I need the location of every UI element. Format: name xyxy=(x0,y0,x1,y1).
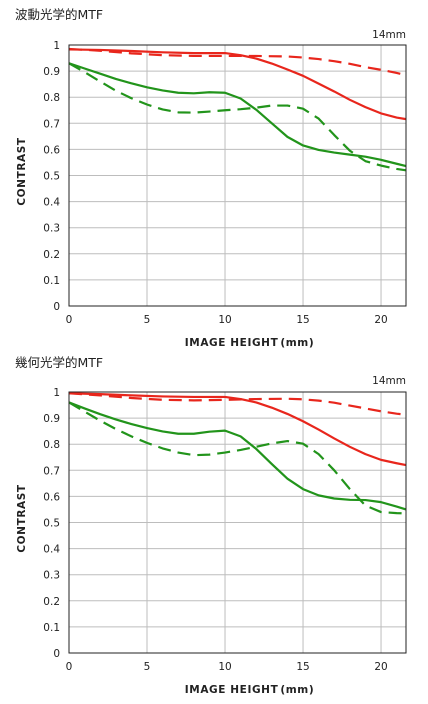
x-tick-label: 20 xyxy=(374,314,387,326)
focal-length-label: 14mm xyxy=(372,29,406,41)
series-line-2 xyxy=(68,47,407,77)
plot-frame xyxy=(68,391,407,654)
x-tick-label: 10 xyxy=(218,314,231,326)
y-tick-label: 0.2 xyxy=(43,249,60,261)
chart-title: 幾何光学的MTF xyxy=(15,355,103,370)
x-tick-label: 10 xyxy=(218,661,231,673)
y-tick-label: 0.6 xyxy=(43,144,60,156)
y-tick-label: 0.9 xyxy=(43,66,60,78)
x-axis-label-text: IMAGE HEIGHT xyxy=(185,684,279,696)
y-tick-label: 0 xyxy=(53,648,60,660)
focal-length-label: 14mm xyxy=(372,375,406,387)
x-axis-label-unit: (mm) xyxy=(280,337,314,349)
y-tick-label: 0.2 xyxy=(43,596,60,608)
series-line-2 xyxy=(68,392,407,416)
series-line-4 xyxy=(68,62,407,172)
chart-wave-optical-mtf: 波動光学的MTF 14mm 0 0.1 0.2 0.3 0.4 0.5 0.6 0.7 0.8 0… xyxy=(15,7,407,349)
series-line-4 xyxy=(68,401,407,515)
x-tick-label: 5 xyxy=(144,661,151,673)
y-tick-label: 0.8 xyxy=(43,439,60,451)
y-tick-label: 0.8 xyxy=(43,92,60,104)
y-axis-label: CONTRAST xyxy=(16,137,28,206)
chart-title: 波動光学的MTF xyxy=(15,7,103,22)
x-axis-label-unit: (mm) xyxy=(280,684,314,696)
chart-geometric-optical-mtf: 幾何光学的MTF 14mm 0 0.1 0.2 0.3 0.4 0.5 0.6 0.7 0.8 0… xyxy=(15,355,407,696)
y-tick-label: 0.6 xyxy=(43,491,60,503)
x-tick-label: 15 xyxy=(296,314,309,326)
y-tick-label: 0.9 xyxy=(43,413,60,425)
y-tick-label: 0.1 xyxy=(43,622,60,634)
y-tick-label: 0.5 xyxy=(43,518,60,530)
y-tick-label: 0.5 xyxy=(43,171,60,183)
x-tick-label: 0 xyxy=(66,661,73,673)
x-tick-label: 15 xyxy=(296,661,309,673)
y-tick-label: 0.1 xyxy=(43,275,60,287)
x-axis-label-text: IMAGE HEIGHT xyxy=(185,337,279,349)
y-tick-label: 1 xyxy=(53,40,60,52)
x-tick-label: 0 xyxy=(66,314,73,326)
y-tick-label: 0.7 xyxy=(43,465,60,477)
y-tick-label: 0.4 xyxy=(43,544,60,556)
x-axis-label: IMAGE HEIGHT (mm) xyxy=(185,684,314,696)
series-line-1 xyxy=(68,392,407,467)
series-line-3 xyxy=(68,401,407,511)
y-tick-label: 0.3 xyxy=(43,570,60,582)
series-line-3 xyxy=(68,62,407,168)
y-axis-label: CONTRAST xyxy=(16,484,28,553)
y-tick-label: 0 xyxy=(53,301,60,313)
x-axis-label: IMAGE HEIGHT (mm) xyxy=(185,337,314,349)
series-line-1 xyxy=(68,48,407,121)
x-tick-label: 20 xyxy=(374,661,387,673)
y-tick-label: 0.3 xyxy=(43,223,60,235)
plot-frame xyxy=(68,44,407,307)
y-tick-label: 0.4 xyxy=(43,197,60,209)
x-tick-label: 5 xyxy=(144,314,151,326)
y-tick-label: 0.7 xyxy=(43,118,60,130)
y-tick-label: 1 xyxy=(53,387,60,399)
